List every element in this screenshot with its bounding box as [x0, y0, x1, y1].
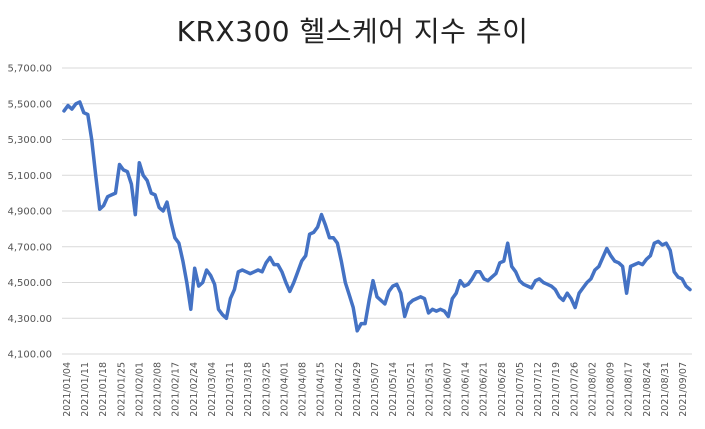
x-tick-label: 2021/01/18	[98, 362, 109, 417]
gridlines	[62, 67, 692, 355]
x-tick-label: 2021/01/11	[80, 362, 91, 417]
x-tick-label: 2021/06/07	[442, 362, 453, 417]
x-tick-label: 2021/07/26	[569, 362, 580, 417]
x-tick-label: 2021/01/04	[62, 362, 73, 417]
x-tick-label: 2021/03/04	[207, 362, 218, 417]
x-tick-label: 2021/04/15	[316, 362, 327, 417]
x-tick-label: 2021/04/29	[352, 362, 363, 417]
x-tick-label: 2021/08/17	[624, 362, 635, 417]
x-tick-label: 2021/02/24	[189, 362, 200, 417]
x-tick-label: 2021/02/08	[153, 362, 164, 417]
series-layer	[62, 100, 692, 333]
y-axis-tick-labels: 4,100.00 4,300.00 4,500.00 4,700.00 4,900.00…	[7, 64, 52, 361]
x-tick-label: 2021/07/19	[551, 362, 562, 417]
y-tick-label: 4,300.00	[7, 314, 52, 325]
y-tick-label: 4,700.00	[7, 242, 52, 253]
x-tick-label: 2021/01/25	[116, 362, 127, 417]
x-tick-label: 2021/09/07	[678, 362, 689, 417]
x-tick-label: 2021/02/17	[171, 362, 182, 417]
series-line	[62, 100, 692, 333]
x-tick-label: 2021/08/24	[642, 362, 653, 417]
x-axis-tick-labels: 2021/01/04 2021/01/11 2021/01/18 2021/01/25…	[62, 362, 689, 417]
y-tick-label: 4,100.00	[7, 350, 52, 361]
x-tick-label: 2021/04/01	[279, 362, 290, 417]
x-tick-label: 2021/06/28	[497, 362, 508, 417]
x-tick-label: 2021/08/09	[606, 362, 617, 417]
x-tick-label: 2021/08/02	[587, 362, 598, 417]
x-tick-label: 2021/06/14	[461, 362, 472, 417]
chart-title: KRX300 헬스케어 지수 추이	[176, 15, 529, 48]
x-tick-label: 2021/05/14	[388, 362, 399, 417]
x-tick-label: 2021/03/11	[225, 362, 236, 417]
x-tick-label: 2021/06/21	[479, 362, 490, 417]
x-tick-label: 2021/07/12	[533, 362, 544, 417]
y-tick-label: 5,100.00	[7, 171, 52, 182]
x-tick-label: 2021/04/08	[298, 362, 309, 417]
y-tick-label: 5,500.00	[7, 99, 52, 110]
x-tick-label: 2021/07/05	[515, 362, 526, 417]
x-tick-label: 2021/03/18	[243, 362, 254, 417]
x-tick-label: 2021/03/25	[261, 362, 272, 417]
y-tick-label: 5,300.00	[7, 135, 52, 146]
x-tick-label: 2021/08/31	[660, 362, 671, 417]
y-tick-label: 4,500.00	[7, 278, 52, 289]
y-tick-label: 5,700.00	[7, 64, 52, 75]
x-tick-label: 2021/05/21	[406, 362, 417, 417]
x-tick-label: 2021/04/22	[334, 362, 345, 417]
x-tick-label: 2021/02/01	[134, 362, 145, 417]
x-tick-label: 2021/05/07	[370, 362, 381, 417]
x-tick-label: 2021/05/31	[424, 362, 435, 417]
y-tick-label: 4,900.00	[7, 207, 52, 218]
